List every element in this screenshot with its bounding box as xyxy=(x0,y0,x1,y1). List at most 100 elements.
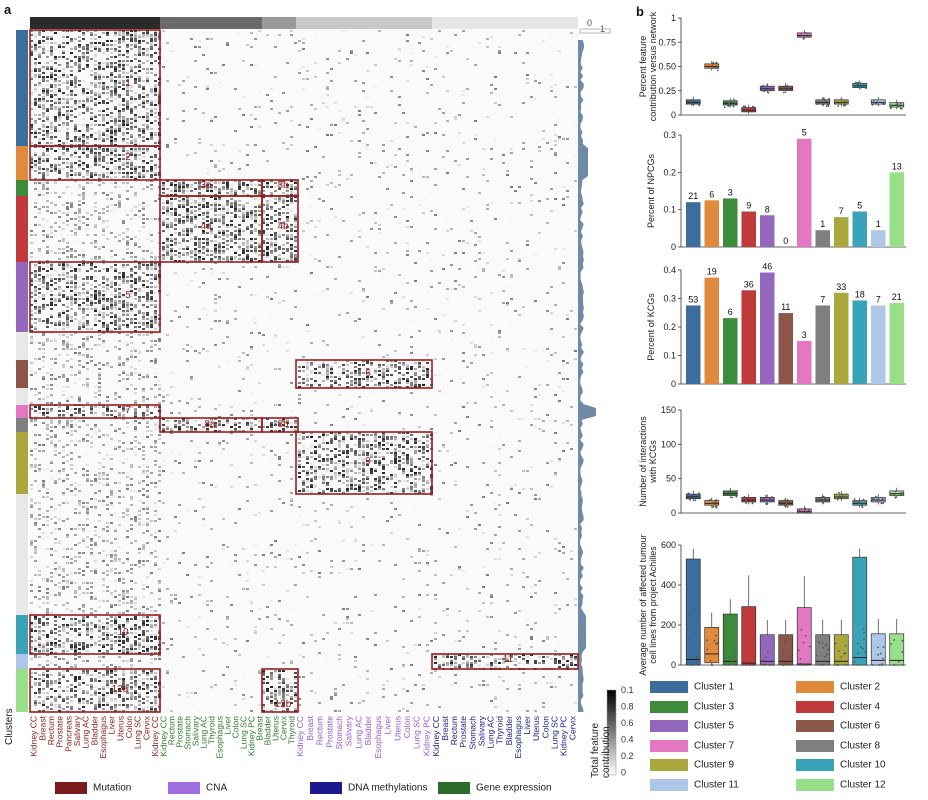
heat-cell xyxy=(362,378,365,380)
heat-cell xyxy=(50,374,53,376)
heat-cell xyxy=(118,340,121,342)
heat-cell xyxy=(110,144,113,146)
heat-cell xyxy=(182,306,185,308)
heat-cell xyxy=(54,116,57,118)
heat-cell xyxy=(98,74,101,76)
heat-cell xyxy=(42,126,45,128)
heat-cell xyxy=(306,374,309,376)
heat-cell xyxy=(106,32,109,34)
heat-cell xyxy=(94,246,97,248)
heat-cell xyxy=(38,74,41,76)
heat-cell xyxy=(382,372,385,374)
heat-cell xyxy=(270,208,273,210)
heat-cell xyxy=(206,350,209,352)
heat-cell xyxy=(146,162,149,164)
heat-cell xyxy=(242,252,245,254)
heat-cell xyxy=(262,224,265,226)
heat-cell xyxy=(146,312,149,314)
heat-cell xyxy=(154,84,157,86)
heat-cell xyxy=(262,212,265,214)
heat-cell xyxy=(542,160,545,162)
heat-cell xyxy=(394,366,397,368)
heat-cell xyxy=(286,110,289,112)
heat-cell xyxy=(258,204,261,206)
heat-cell xyxy=(126,56,129,58)
heat-cell xyxy=(142,388,145,390)
heat-cell xyxy=(178,184,181,186)
heat-cell xyxy=(62,144,65,146)
heat-cell xyxy=(290,192,293,194)
heat-cell xyxy=(226,248,229,250)
heat-cell xyxy=(118,46,121,48)
heat-cell xyxy=(198,252,201,254)
heat-cell xyxy=(294,214,297,216)
heat-cell xyxy=(34,358,37,360)
heat-cell xyxy=(66,94,69,96)
heat-cell xyxy=(390,374,393,376)
heat-cell xyxy=(210,218,213,220)
heat-cell xyxy=(86,328,89,330)
heat-cell xyxy=(186,248,189,250)
heat-cell xyxy=(366,70,369,72)
heat-cell xyxy=(62,204,65,206)
heat-cell xyxy=(210,196,213,198)
heat-cell xyxy=(150,62,153,64)
heat-cell xyxy=(486,38,489,40)
heat-cell xyxy=(110,62,113,64)
heat-cell xyxy=(86,64,89,66)
heat-cell xyxy=(154,168,157,170)
heat-cell xyxy=(414,380,417,382)
heat-cell xyxy=(74,430,77,432)
heat-cell xyxy=(74,38,77,40)
heat-cell xyxy=(54,182,57,184)
heat-cell xyxy=(138,214,141,216)
heat-cell xyxy=(226,258,229,260)
topscale-box xyxy=(579,28,611,34)
heat-cell xyxy=(34,266,37,268)
heat-cell xyxy=(126,94,129,96)
heat-cell xyxy=(122,282,125,284)
heat-cell xyxy=(38,296,41,298)
heat-cell xyxy=(454,280,457,282)
heat-cell xyxy=(54,128,57,130)
heat-cell xyxy=(126,50,129,52)
heat-cell xyxy=(106,166,109,168)
heat-cell xyxy=(286,212,289,214)
heat-cell xyxy=(426,362,429,364)
heat-cell xyxy=(102,42,105,44)
heat-cell xyxy=(134,350,137,352)
heat-cell xyxy=(70,320,73,322)
heat-cell xyxy=(286,186,289,188)
heat-cell xyxy=(362,336,365,338)
heat-cell xyxy=(170,320,173,322)
heat-cell xyxy=(262,260,265,262)
heat-cell xyxy=(182,120,185,122)
heat-cell xyxy=(194,248,197,250)
heat-cell xyxy=(458,268,461,270)
heat-cell xyxy=(130,106,133,108)
heat-cell xyxy=(98,320,101,322)
heat-cell xyxy=(146,138,149,140)
heat-cell xyxy=(486,208,489,210)
heat-cell xyxy=(222,242,225,244)
heat-cell xyxy=(518,418,521,420)
heat-cell xyxy=(246,228,249,230)
heat-cell xyxy=(502,404,505,406)
heat-cell xyxy=(134,282,137,284)
heat-cell xyxy=(86,276,89,278)
heat-cell xyxy=(90,410,93,412)
heat-cell xyxy=(58,324,61,326)
heat-cell xyxy=(86,166,89,168)
heat-cell xyxy=(66,242,69,244)
heat-cell xyxy=(74,94,77,96)
heat-cell xyxy=(194,256,197,258)
heat-cell xyxy=(62,92,65,94)
heat-cell xyxy=(250,184,253,186)
heat-cell xyxy=(322,374,325,376)
heat-cell xyxy=(134,120,137,122)
heat-cell xyxy=(74,312,77,314)
heat-cell xyxy=(398,378,401,380)
heat-cell xyxy=(98,270,101,272)
heat-cell xyxy=(134,30,137,32)
heat-cell xyxy=(50,168,53,170)
